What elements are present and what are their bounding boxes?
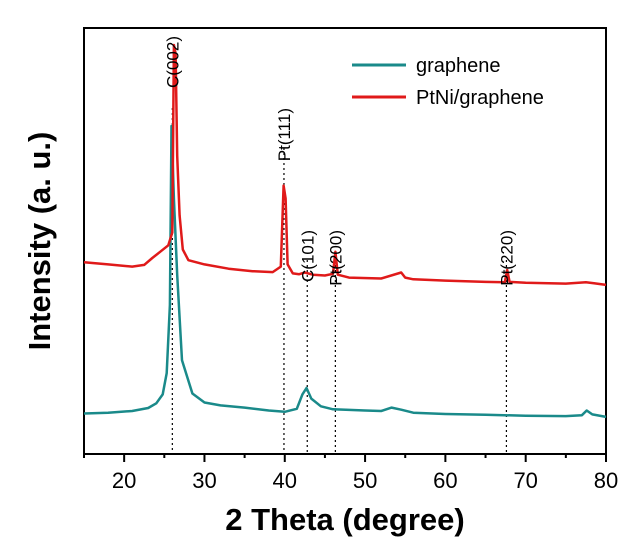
x-tick-label: 30 xyxy=(192,468,216,493)
series-layer xyxy=(83,43,607,419)
x-tick-label: 50 xyxy=(353,468,377,493)
x-tick-label: 20 xyxy=(112,468,136,493)
x-axis-title: 2 Theta (degree) xyxy=(225,502,464,537)
peak-label-c-101: C(101) xyxy=(298,230,317,282)
series-line-ptni-graphene xyxy=(83,43,607,287)
y-axis-title: Intensity (a. u.) xyxy=(22,132,57,351)
x-tick-label: 40 xyxy=(273,468,297,493)
peak-labels: C(002) Pt(111) C(101) Pt(200) Pt(220) xyxy=(163,36,516,286)
peak-label-pt-220: Pt(220) xyxy=(497,230,516,286)
legend-label-ptni-graphene: PtNi/graphene xyxy=(416,87,544,109)
plot-frame xyxy=(83,27,607,455)
x-tick-label: 70 xyxy=(513,468,537,493)
legend-label-graphene: graphene xyxy=(416,55,501,77)
x-tick-label: 80 xyxy=(594,468,618,493)
peak-label-c-002: C(002) xyxy=(163,36,182,88)
x-axis-ticks: 20 30 40 50 60 70 80 xyxy=(83,454,618,493)
peak-label-pt-111: Pt(111) xyxy=(275,108,294,161)
series-line-graphene xyxy=(83,124,607,419)
legend: graphene PtNi/graphene xyxy=(352,55,544,109)
x-tick-label: 60 xyxy=(433,468,457,493)
peak-label-pt-200: Pt(200) xyxy=(326,230,345,286)
